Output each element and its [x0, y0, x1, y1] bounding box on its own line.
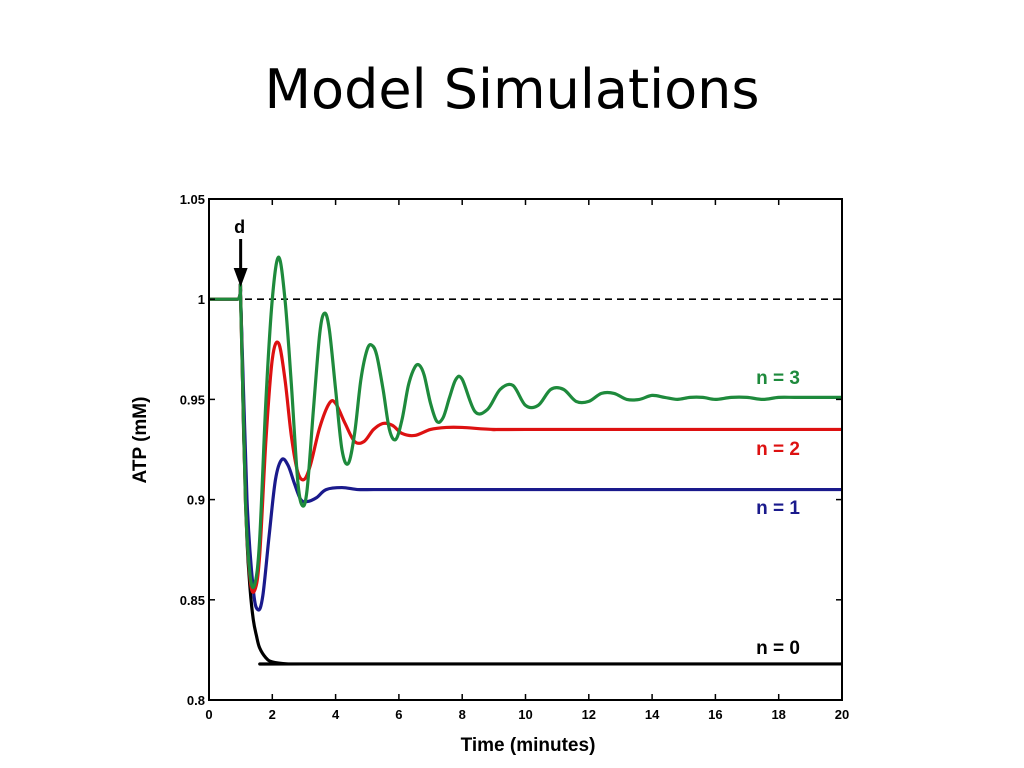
series-label-n1: n = 1: [756, 498, 800, 519]
y-tick-label: 0.95: [180, 392, 205, 407]
x-tick-label: 2: [269, 707, 276, 722]
x-tick-label: 20: [835, 707, 849, 722]
y-tick-label: 1.05: [180, 192, 205, 207]
x-tick-label: 4: [332, 707, 340, 722]
x-tick-label: 0: [205, 707, 212, 722]
y-tick-label: 0.8: [187, 693, 205, 708]
x-axis-label: Time (minutes): [461, 735, 596, 756]
annotation-arrow-head: [233, 268, 248, 287]
x-tick-label: 14: [645, 707, 660, 722]
x-tick-label: 18: [771, 707, 785, 722]
annotation-label: d: [234, 217, 245, 237]
x-tick-label: 10: [518, 707, 532, 722]
series-label-n2: n = 2: [756, 439, 800, 460]
y-axis-label: ATP (mM): [130, 397, 151, 484]
series-label-n0: n = 0: [756, 638, 800, 659]
plot-frame: [208, 198, 843, 701]
slide-title: Model Simulations: [264, 58, 760, 121]
y-tick-label: 1: [198, 292, 205, 307]
x-tick-label: 16: [708, 707, 722, 722]
series-line-n2: [209, 282, 842, 594]
x-tick-label: 6: [395, 707, 402, 722]
y-tick-label: 0.85: [180, 593, 205, 608]
series-line-n1: [209, 282, 842, 612]
x-tick-label: 8: [459, 707, 466, 722]
series-label-n3: n = 3: [756, 368, 800, 389]
x-tick-label: 12: [582, 707, 596, 722]
series-line-n0: [209, 287, 842, 666]
series-line-n3: [209, 255, 842, 590]
y-tick-label: 0.9: [187, 493, 205, 508]
